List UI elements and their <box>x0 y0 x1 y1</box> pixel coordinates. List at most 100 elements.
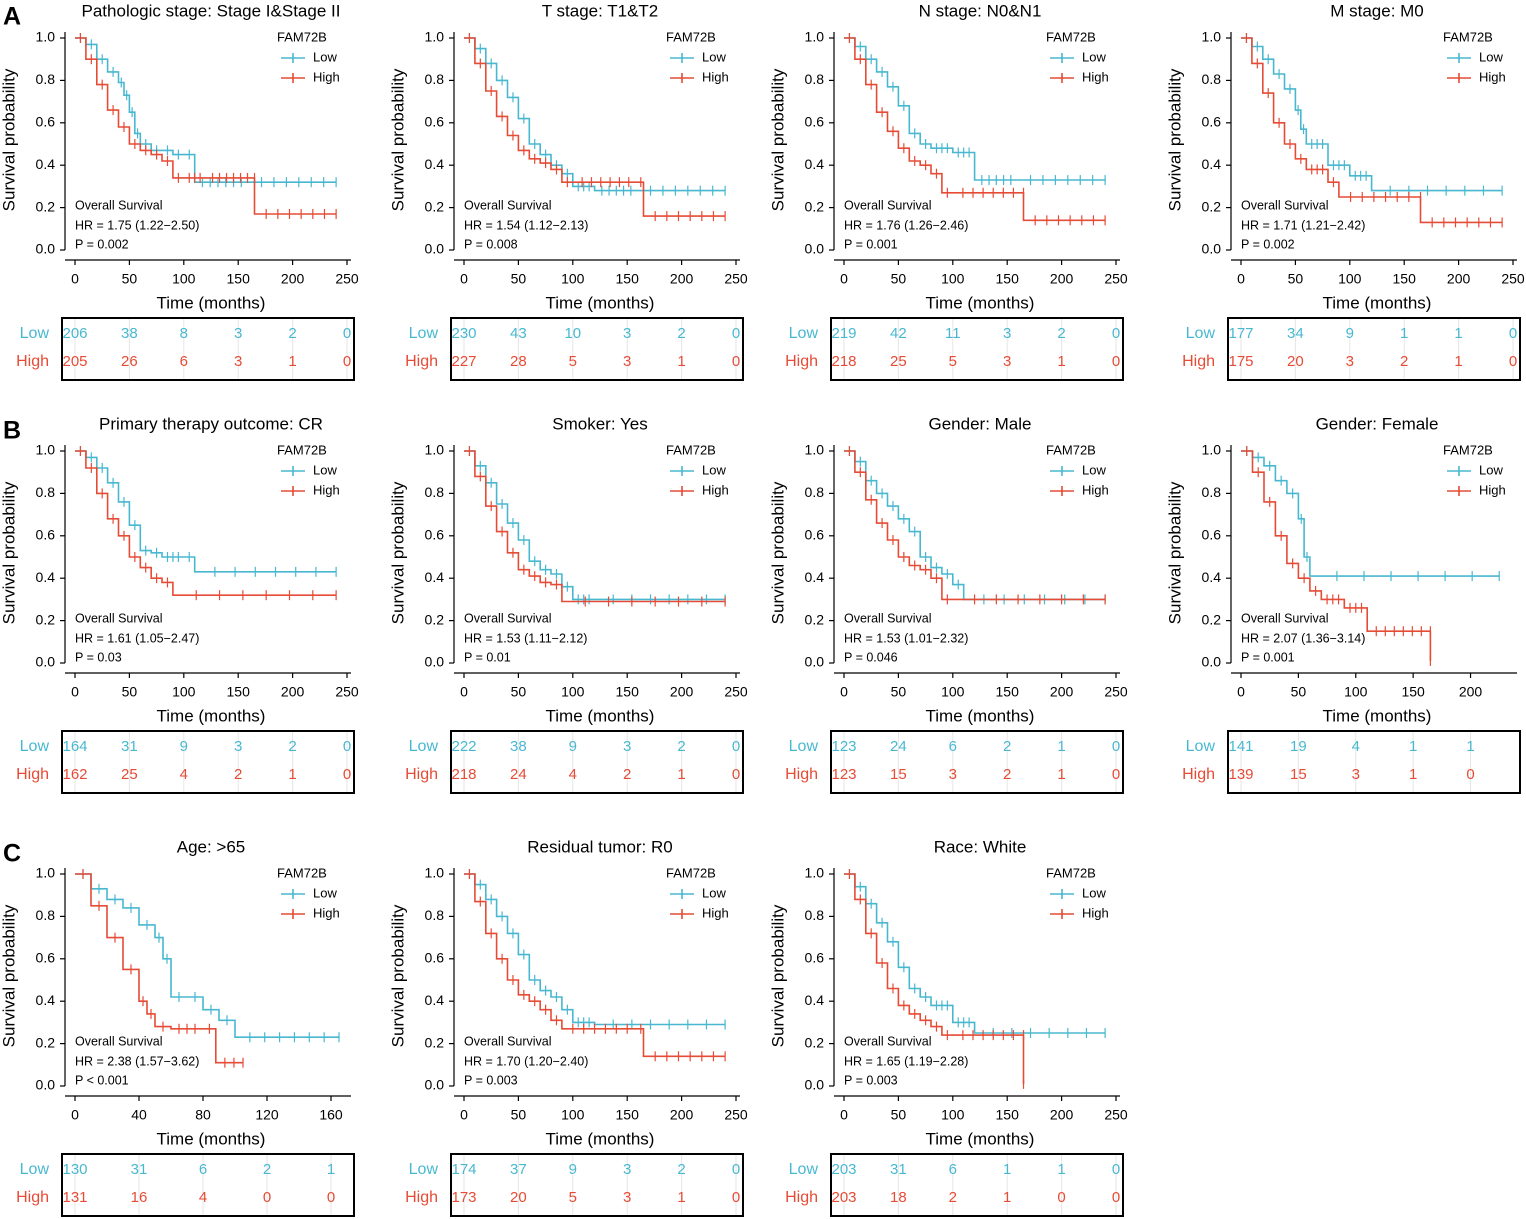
p-value: P = 0.01 <box>464 650 511 664</box>
risk-label-low: Low <box>409 1161 439 1178</box>
x-tick-label: 50 <box>511 1107 527 1123</box>
risk-table-frame <box>830 317 1124 381</box>
y-tick-label: 0.2 <box>1202 198 1222 214</box>
risk-count: 0 <box>1112 1161 1120 1178</box>
risk-table-frame <box>1227 317 1521 381</box>
risk-count: 6 <box>180 353 188 370</box>
y-tick-label: 1.0 <box>1202 29 1222 45</box>
risk-count: 38 <box>121 325 138 342</box>
y-tick-label: 0.0 <box>805 1077 825 1093</box>
y-tick-label: 0.4 <box>36 992 56 1008</box>
legend-title: FAM72B <box>1046 29 1096 44</box>
x-tick-label: 0 <box>71 1107 79 1123</box>
panel-title: Pathologic stage: Stage I&Stage II <box>82 1 341 20</box>
risk-count: 3 <box>623 325 631 342</box>
panel-title: Residual tumor: R0 <box>527 837 673 856</box>
km-panel: T stage: T1&T20.00.20.40.60.81.00 50 100 15… <box>388 1 748 381</box>
risk-count: 1 <box>677 766 685 783</box>
risk-label-low: Low <box>1186 325 1216 342</box>
km-panel: Primary therapy outcome: CR 0.0 0.2 0.4 0.6 0… <box>0 414 359 794</box>
legend-high: High <box>1082 482 1109 497</box>
risk-count: 2 <box>949 1189 957 1206</box>
x-tick-label: 250 <box>1104 271 1128 287</box>
risk-label-low: Low <box>409 738 439 755</box>
y-tick-label: 0.2 <box>805 1034 825 1050</box>
y-axis-label: Survival probability <box>768 904 787 1047</box>
legend-low: Low <box>1082 462 1106 477</box>
risk-count: 1 <box>1454 353 1462 370</box>
x-tick-label: 50 <box>122 684 138 700</box>
risk-count: 3 <box>234 353 242 370</box>
risk-count: 162 <box>62 766 87 783</box>
risk-count: 5 <box>949 353 957 370</box>
x-tick-label: 0 <box>1237 271 1245 287</box>
km-curve-low <box>844 450 1106 601</box>
y-tick-label: 0.8 <box>36 484 56 500</box>
x-axis-label: Time (months) <box>546 1129 655 1148</box>
km-panel: M stage: M00.00.20.40.60.81.00 50 100 150 20… <box>1165 1 1525 381</box>
x-tick-label: 150 <box>227 271 251 287</box>
risk-count: 1 <box>1057 353 1065 370</box>
panel-title: Smoker: Yes <box>552 414 647 433</box>
km-curve-low <box>75 37 337 183</box>
risk-count: 3 <box>623 1189 631 1206</box>
km-panel: Residual tumor: R00.00.20.40.60.81.00 50 1… <box>388 837 748 1217</box>
y-tick-label: 0.8 <box>425 484 445 500</box>
risk-count: 5 <box>569 1189 577 1206</box>
x-tick-label: 150 <box>616 271 640 287</box>
risk-count: 164 <box>62 738 87 755</box>
y-tick-label: 0.2 <box>36 198 56 214</box>
risk-label-high: High <box>16 766 49 783</box>
risk-count: 174 <box>451 1161 476 1178</box>
y-tick-label: 0.2 <box>425 198 445 214</box>
risk-table-frame <box>830 730 1124 794</box>
risk-count: 26 <box>121 353 138 370</box>
x-tick-label: 50 <box>891 1107 907 1123</box>
y-tick-label: 0.2 <box>805 198 825 214</box>
hr-value: HR = 1.71 (1.21−2.42) <box>1241 218 1365 232</box>
y-tick-label: 0.8 <box>805 907 825 923</box>
risk-label-low: Low <box>409 325 439 342</box>
risk-count: 1 <box>288 353 296 370</box>
x-axis-label: Time (months) <box>1323 293 1432 312</box>
risk-label-low: Low <box>20 1161 50 1178</box>
risk-count: 2 <box>1400 353 1408 370</box>
y-tick-label: 0.0 <box>36 241 56 257</box>
y-axis-label: Survival probability <box>1165 481 1184 624</box>
y-tick-label: 0.0 <box>1202 241 1222 257</box>
y-axis-label: Survival probability <box>768 68 787 211</box>
x-tick-label: 250 <box>724 1107 748 1123</box>
y-tick-label: 0.8 <box>36 71 56 87</box>
risk-count: 227 <box>451 353 476 370</box>
y-tick-label: 1.0 <box>425 865 445 881</box>
y-tick-label: 0.0 <box>805 654 825 670</box>
risk-count: 3 <box>623 1161 631 1178</box>
risk-count: 5 <box>569 353 577 370</box>
risk-count: 25 <box>890 353 907 370</box>
km-curve-high <box>464 450 726 603</box>
x-tick-label: 0 <box>840 271 848 287</box>
x-axis-label: Time (months) <box>926 706 1035 725</box>
x-tick-label: 0 <box>460 1107 468 1123</box>
legend-title: FAM72B <box>1443 442 1493 457</box>
x-tick-label: 50 <box>891 684 907 700</box>
risk-count: 141 <box>1228 738 1253 755</box>
p-value: P = 0.008 <box>464 237 518 251</box>
panel-title: T stage: T1&T2 <box>542 1 659 20</box>
y-tick-label: 0.6 <box>425 114 445 130</box>
x-tick-label: 100 <box>941 271 965 287</box>
hr-value: HR = 1.53 (1.01−2.32) <box>844 631 968 645</box>
risk-count: 37 <box>510 1161 527 1178</box>
risk-count: 123 <box>831 766 856 783</box>
x-tick-label: 120 <box>255 1107 279 1123</box>
risk-count: 0 <box>1112 325 1120 342</box>
x-tick-label: 250 <box>335 684 359 700</box>
os-label: Overall Survival <box>464 1034 552 1048</box>
y-tick-label: 0.0 <box>36 1077 56 1093</box>
p-value: P = 0.003 <box>464 1073 518 1087</box>
km-curve-high <box>75 37 337 215</box>
y-tick-label: 0.2 <box>425 1034 445 1050</box>
x-tick-label: 50 <box>511 271 527 287</box>
